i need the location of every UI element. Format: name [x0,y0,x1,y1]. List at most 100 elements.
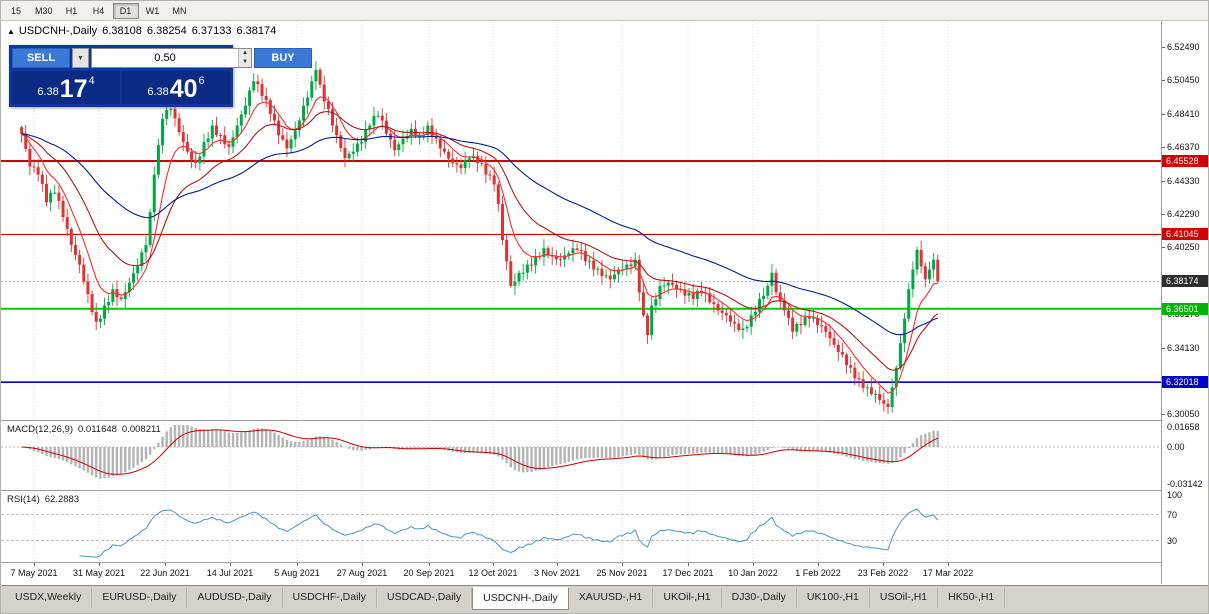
price-chart-canvas[interactable] [1,21,1161,421]
macd-value: 0.011648 [78,424,117,435]
chart-tab-usdx-weekly[interactable]: USDX,Weekly [5,588,93,608]
buy-price-panel[interactable]: 6.38 40 6 [122,71,230,104]
chart-tab-ukoil-h1[interactable]: UKOil-,H1 [653,588,722,608]
date-axis-tick [818,563,819,566]
chart-tab-usdcad-daily[interactable]: USDCAD-,Daily [377,588,473,608]
date-axis-tick [688,563,689,566]
chart-tab-uk100-h1[interactable]: UK100-,H1 [797,588,870,608]
date-axis-tick [297,563,298,566]
buy-price-point: 6 [198,75,205,87]
date-axis-tick [429,563,430,566]
chart-tabs-bar: USDX,Weekly EURUSD-,Daily AUDUSD-,Daily USD… [1,585,1208,613]
rsi-name: RSI(14) [7,494,40,505]
date-axis-tick [34,563,35,566]
price-axis-label: 6.44330 [1167,175,1200,186]
pane-separator[interactable] [1,490,1208,491]
sell-button[interactable]: SELL [12,48,70,68]
price-axis-label: 6.46370 [1167,142,1200,153]
date-label: 20 Sep 2021 [403,568,455,578]
chart-tab-hk50-h1[interactable]: HK50-,H1 [938,588,1006,608]
date-axis-tick [493,563,494,566]
chart-tab-audusd-daily[interactable]: AUDUSD-,Daily [187,588,283,608]
price-axis-tick [1162,180,1165,182]
sell-price-panel[interactable]: 6.38 17 4 [12,71,120,104]
date-label: 5 Aug 2021 [274,568,320,578]
price-axis-label: 6.42290 [1167,209,1200,220]
date-label: 17 Mar 2022 [922,568,974,578]
volume-spinner: ▲ ▼ [238,49,251,67]
grid-layer [1,491,1161,562]
date-axis[interactable]: 7 May 2021 31 May 2021 22 Jun 2021 14 Jul 2… [1,563,1161,585]
date-axis-tick [753,563,754,566]
chart-tab-usoil-h1[interactable]: USOil-,H1 [870,588,939,608]
sell-price-point: 4 [88,75,95,87]
date-label: 12 Oct 2021 [468,568,518,578]
buy-price-prefix: 6.38 [147,86,169,98]
date-axis-tick [230,563,231,566]
rsi-indicator-canvas[interactable] [1,491,1161,562]
price-axis-tick [1162,247,1165,249]
price-axis-tick [1162,214,1165,216]
horizontal-levels-layer [1,160,1161,383]
price-axis-tick [1162,414,1165,416]
macd-axis-label: 0.01658 [1167,422,1200,433]
chart-symbol-period: USDCNH-,Daily [18,25,98,37]
date-label: 17 Dec 2021 [662,568,714,578]
sell-price-big: 17 [59,75,88,103]
date-label: 3 Nov 2021 [533,568,581,578]
date-axis-tick [883,563,884,566]
macd-indicator-canvas[interactable] [1,421,1161,490]
macd-axis-label: 0.00 [1167,441,1185,452]
price-axis-tick [1162,347,1165,349]
chart-tab-usdchf-daily[interactable]: USDCHF-,Daily [283,588,378,608]
rsi-value: 62.2883 [44,494,80,505]
price-level-tag: 6.41045 [1162,228,1208,241]
pane-separator[interactable] [1,562,1208,563]
chart-tab-dj30-daily[interactable]: DJ30-,Daily [722,588,797,608]
date-label: 27 Aug 2021 [336,568,388,578]
price-level-tag: 6.45528 [1162,155,1208,168]
date-label: 22 Jun 2021 [140,568,190,578]
price-axis-tick [1162,113,1165,115]
one-click-trading-widget: SELL ▼ ▲ ▼ BUY 6.38 17 4 6.38 40 6 [9,45,312,107]
date-label: 14 Jul 2021 [206,568,254,578]
date-axis-tick [165,563,166,566]
date-axis-tick [622,563,623,566]
timeframe-button-h1[interactable]: H1 [59,3,85,19]
price-axis-label: 6.48410 [1167,108,1200,119]
spin-up-icon[interactable]: ▲ [239,49,251,58]
chart-tab-xauusd-h1[interactable]: XAUUSD-,H1 [569,588,654,608]
buy-price-big: 40 [169,75,198,103]
date-label: 23 Feb 2022 [857,568,909,578]
timeframe-button-w1[interactable]: W1 [140,3,166,19]
collapse-icon[interactable]: ▲ [7,27,15,36]
date-label: 1 Feb 2022 [795,568,841,578]
date-axis-tick [948,563,949,566]
chart-tab-eurusd-daily[interactable]: EURUSD-,Daily [92,588,188,608]
date-label: 7 May 2021 [10,568,58,578]
rsi-label: RSI(14) 62.2883 [7,494,84,505]
macd-axis-label: -0.03142 [1167,479,1203,490]
date-label: 10 Jan 2022 [728,568,778,578]
date-axis-tick [557,563,558,566]
macd-name: MACD(12,26,9) [7,424,73,435]
volume-input[interactable] [92,49,238,67]
timeframe-button-d1[interactable]: D1 [112,2,139,19]
pane-separator[interactable] [1,420,1208,421]
date-label: 25 Nov 2021 [596,568,648,578]
macd-label: MACD(12,26,9) 0.011648 0.008211 [7,424,166,435]
spin-down-icon[interactable]: ▼ [239,58,251,67]
timeframe-button-m30[interactable]: M30 [30,3,58,19]
bar-high-value: 6.38254 [146,25,187,37]
rsi-line [79,508,939,558]
timeframe-button-h4[interactable]: H4 [86,3,112,19]
buy-button[interactable]: BUY [254,48,312,68]
chart-tab-usdcnh-daily[interactable]: USDCNH-,Daily [472,587,569,610]
price-axis-label: 6.52490 [1167,42,1200,53]
timeframe-button-15[interactable]: 15 [3,3,29,19]
price-axis[interactable]: 6.52490 6.50450 6.48410 6.46370 6.44330 6.422… [1161,21,1208,584]
timeframe-button-mn[interactable]: MN [167,3,193,19]
volume-dropdown-icon[interactable]: ▼ [72,48,89,68]
price-level-tag: 6.32018 [1162,376,1208,389]
